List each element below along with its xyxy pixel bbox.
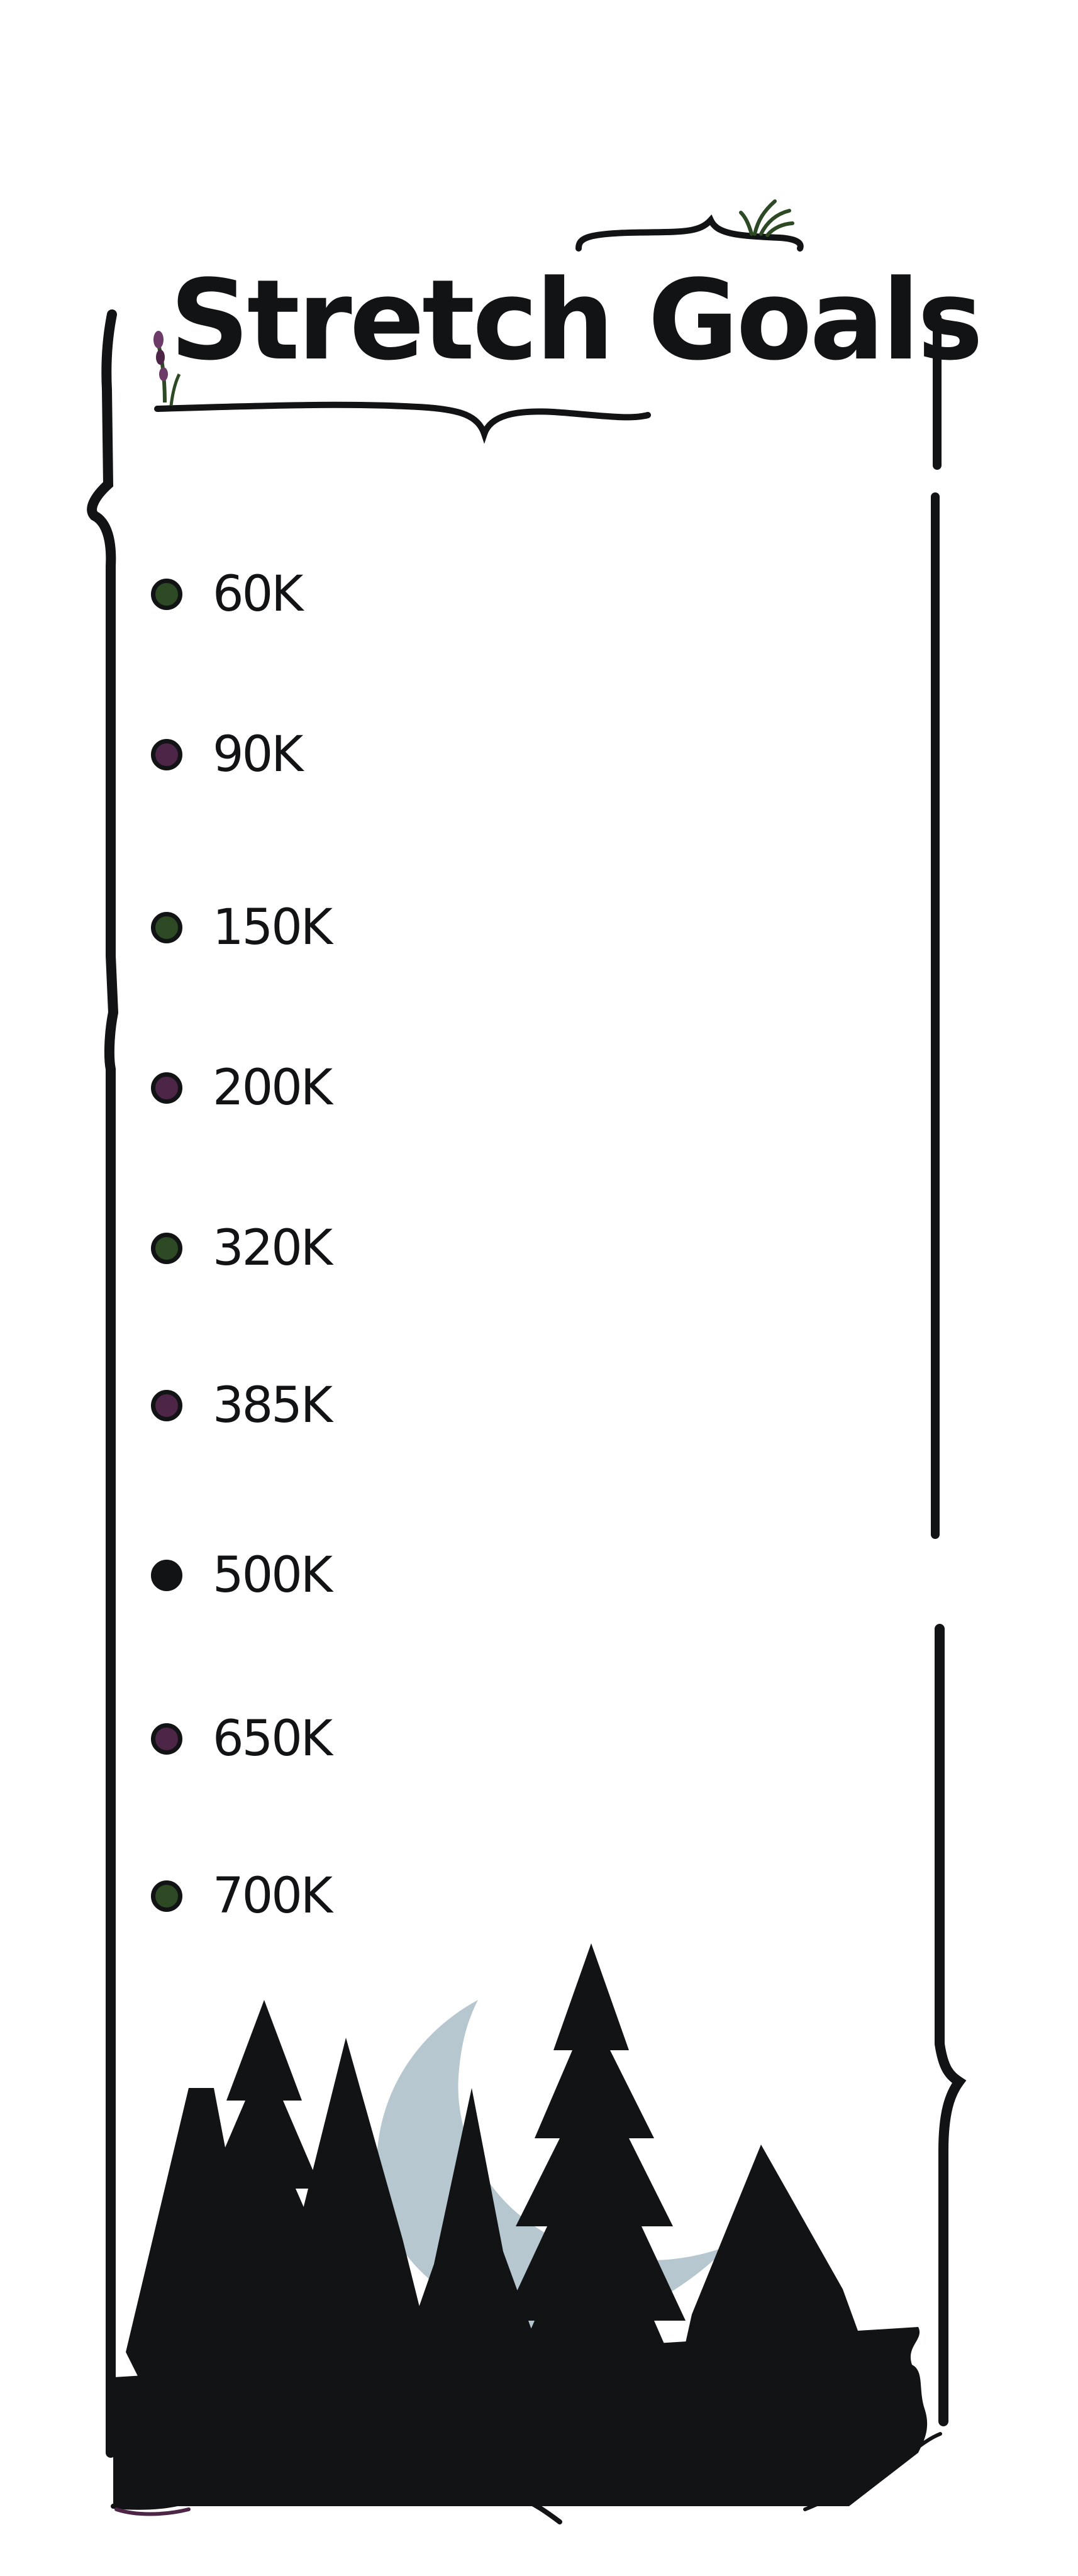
goal-label: 385K [213,1377,333,1434]
goal-item: 200K [151,1053,333,1123]
goal-label: 650K [213,1711,333,1767]
goal-label: 60K [213,566,303,623]
goal-label: 700K [213,1868,333,1924]
goal-bullet-icon [151,1072,182,1104]
goal-item: 60K [151,560,303,629]
goal-item: 90K [151,720,303,789]
goal-bullet-icon [151,1560,182,1591]
goal-bullet-icon [151,1723,182,1755]
goal-label: 150K [213,899,333,956]
goal-item: 500K [151,1541,333,1610]
goal-item: 650K [151,1704,333,1774]
left-border [87,309,119,2458]
lavender-sprig-decoration [153,331,181,406]
goal-item: 150K [151,893,333,962]
goal-label: 500K [213,1547,333,1604]
title-overline-ribbon [575,214,804,252]
goal-bullet-icon [151,579,182,610]
page-title: Stretch Goals [170,256,983,385]
goal-bullet-icon [151,912,182,943]
forest-silhouette [113,1943,928,2506]
goal-bullet-icon [151,1390,182,1421]
goal-item: 320K [151,1214,333,1283]
ground-wave [111,2470,562,2524]
right-border-low [935,1624,967,2426]
title-underline-ribbon [154,401,651,444]
goal-label: 320K [213,1220,333,1277]
goal-label: 200K [213,1060,333,1116]
goal-bullet-icon [151,1233,182,1264]
grass-tuft-decoration [739,199,794,237]
goal-item: 700K [151,1862,333,1931]
goal-label: 90K [213,726,303,783]
goal-bullet-icon [151,1880,182,1912]
goal-item: 385K [151,1371,333,1440]
ground-wave-right [803,2432,942,2511]
goal-bullet-icon [151,739,182,770]
ground-wave-purple [114,2507,191,2516]
